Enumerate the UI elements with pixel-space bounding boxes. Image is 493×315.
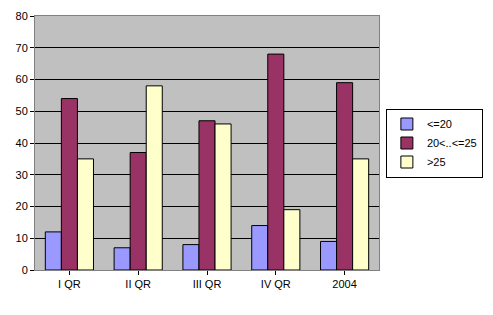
- svg-text:III QR: III QR: [193, 278, 222, 290]
- svg-text:I QR: I QR: [58, 278, 81, 290]
- svg-text:50: 50: [16, 105, 28, 117]
- svg-text:20<..<=25: 20<..<=25: [427, 137, 477, 149]
- svg-text:80: 80: [16, 10, 28, 22]
- svg-text:II QR: II QR: [125, 278, 151, 290]
- svg-text:2004: 2004: [332, 278, 356, 290]
- svg-text:10: 10: [16, 232, 28, 244]
- svg-text:60: 60: [16, 73, 28, 85]
- svg-text:>25: >25: [427, 156, 446, 168]
- svg-text:20: 20: [16, 200, 28, 212]
- svg-text:<=20: <=20: [427, 118, 452, 130]
- svg-text:30: 30: [16, 169, 28, 181]
- svg-text:IV QR: IV QR: [261, 278, 291, 290]
- svg-text:0: 0: [22, 264, 28, 276]
- svg-text:40: 40: [16, 137, 28, 149]
- svg-text:70: 70: [16, 42, 28, 54]
